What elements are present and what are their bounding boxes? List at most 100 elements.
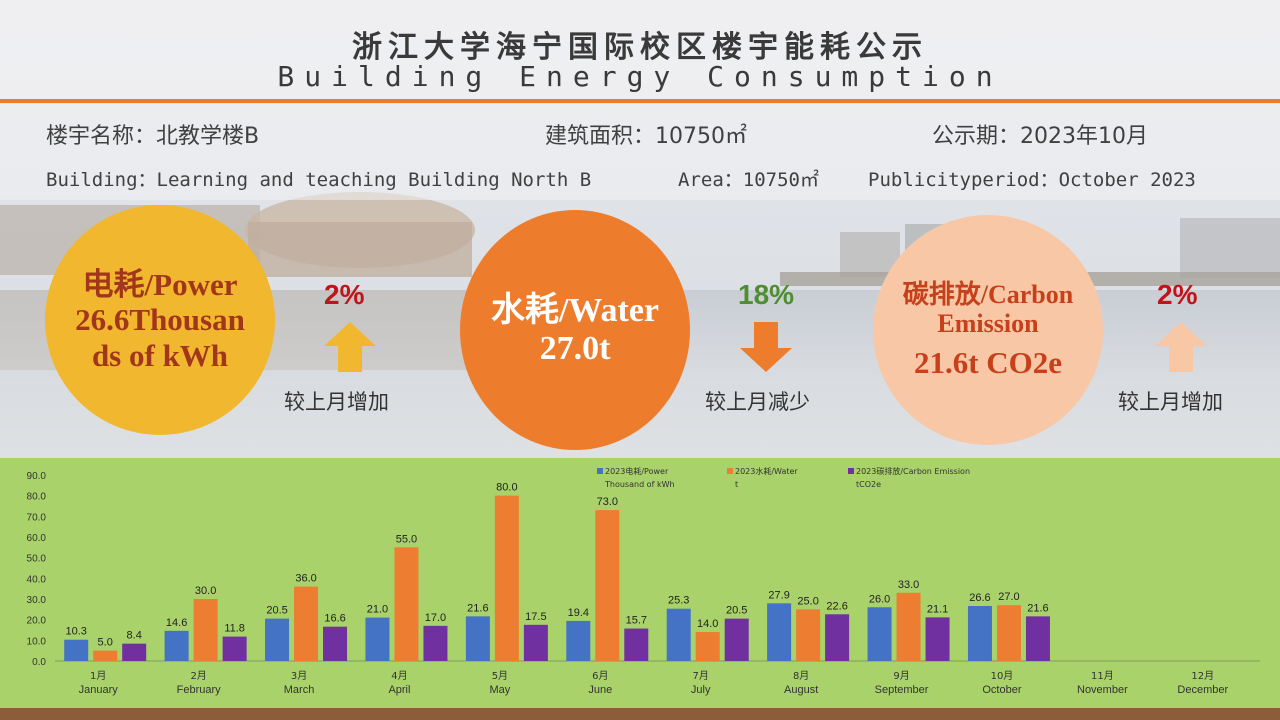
carbon-metric-line-3: 21.6t CO2e [913,344,1063,380]
title-chinese: 浙江大学海宁国际校区楼宇能耗公示 [352,30,928,65]
data-label: 10.3 [65,626,86,638]
x-tick-label-cn: 4月 [391,670,407,682]
x-tick-label-cn: 9月 [893,670,909,682]
bar-1-5 [465,616,490,661]
power-change-percent: 2% [324,279,365,310]
x-tick-label-en: March [284,684,315,696]
legend-swatch [597,468,603,474]
bar-1-7 [666,608,691,661]
y-tick-label: 30.0 [27,595,47,606]
data-label: 27.9 [768,589,789,601]
x-tick-label-en: July [691,684,711,696]
bar-2-2 [193,599,218,661]
bar-2-3 [294,586,319,661]
data-label: 25.0 [797,595,818,607]
y-tick-label: 20.0 [27,616,47,627]
bar-3-9 [925,617,950,661]
monthly-consumption-chart: 0.0 10.0 20.0 30.0 40.0 50.0 60.0 70.0 80.0 90.0 1… [27,466,1260,696]
data-label: 17.0 [425,612,446,624]
power-metric-line-1: 电耗/Power [82,267,238,303]
data-label: 20.5 [726,605,747,617]
data-label: 55.0 [396,533,417,545]
data-label: 14.6 [166,617,187,629]
water-metric-line-2: 27.0t [539,330,611,367]
data-label: 5.0 [98,637,113,649]
power-change-label: 较上月增加 [284,390,389,414]
y-tick-label: 90.0 [27,471,47,482]
y-tick-label: 40.0 [27,574,47,585]
data-label: 20.5 [266,605,287,617]
carbon-metric-line-1: 碳排放/Carbon [902,280,1074,310]
publicity-period-en: Publicityperiod：October 2023 [868,169,1196,191]
bar-1-6 [566,620,591,661]
x-tick-label-cn: 11月 [1091,670,1114,682]
data-label: 21.6 [1027,602,1048,614]
bar-2-10 [996,605,1021,661]
x-tick-label-en: February [177,684,222,696]
data-label: 17.5 [525,611,546,623]
header-divider [0,99,1280,103]
data-label: 26.6 [969,592,990,604]
carbon-change-percent: 2% [1157,279,1198,310]
legend-unit: Thousand of kWh [604,480,675,489]
x-tick-label-cn: 3月 [291,670,307,682]
legend-label: 2023水耗/Water [735,466,798,476]
legend-swatch [727,468,733,474]
x-tick-label-en: January [79,684,119,696]
bar-1-9 [867,607,892,661]
power-metric-circle: 电耗/Power 26.6Thousan ds of kWh [45,205,275,435]
y-tick-label: 60.0 [27,533,47,544]
y-tick-label: 0.0 [32,657,46,668]
data-label: 27.0 [998,591,1019,603]
water-change-label: 较上月减少 [705,390,810,414]
data-label: 36.0 [295,573,316,585]
bar-2-5 [494,495,519,661]
carbon-change-label: 较上月增加 [1118,390,1223,414]
data-label: 21.6 [467,602,488,614]
data-label: 22.6 [826,600,847,612]
y-tick-label: 80.0 [27,492,47,503]
water-change-percent: 18% [738,279,795,310]
x-tick-label-en: April [388,684,410,696]
data-label: 15.7 [626,615,647,627]
bar-2-6 [595,510,620,661]
x-tick-label-en: May [489,684,510,696]
building-name-cn: 楼宇名称：北教学楼B [46,124,260,149]
x-tick-label-cn: 8月 [793,670,809,682]
data-label: 14.0 [697,618,718,630]
bar-2-1 [93,650,118,661]
bar-3-5 [523,624,548,661]
data-label: 25.3 [668,595,689,607]
bottom-strip [0,708,1280,720]
x-tick-label-cn: 1月 [90,670,106,682]
carbon-up-arrow-icon [1155,322,1207,372]
data-label: 16.6 [324,613,345,625]
data-label: 30.0 [195,585,216,597]
bar-3-7 [724,618,749,661]
x-tick-label-cn: 6月 [592,670,608,682]
chart-panel: 0.0 10.0 20.0 30.0 40.0 50.0 60.0 70.0 80.0 90.0 1… [0,458,1280,720]
y-tick-label: 70.0 [27,512,47,523]
bar-3-1 [122,643,147,661]
x-tick-label-en: September [875,684,929,696]
data-label: 21.1 [927,603,948,615]
legend-unit: tCO2e [856,480,881,489]
power-metric-line-2: 26.6Thousan [75,302,245,338]
data-label: 73.0 [597,496,618,508]
legend-label: 2023电耗/Power [605,466,669,476]
bar-3-10 [1025,616,1050,661]
legend-swatch [848,468,854,474]
bar-1-1 [64,639,89,661]
x-tick-label-cn: 2月 [190,670,206,682]
bar-3-4 [423,625,448,661]
y-tick-label: 50.0 [27,554,47,565]
x-tick-label-cn: 10月 [991,670,1014,682]
bar-1-4 [365,617,390,661]
title-english: Building Energy Consumption [277,60,1003,93]
bar-2-8 [796,609,821,661]
legend-unit: t [735,480,738,489]
data-label: 11.8 [224,623,245,635]
legend-label: 2023碳排放/Carbon Emission [856,466,970,476]
data-label: 33.0 [898,579,919,591]
